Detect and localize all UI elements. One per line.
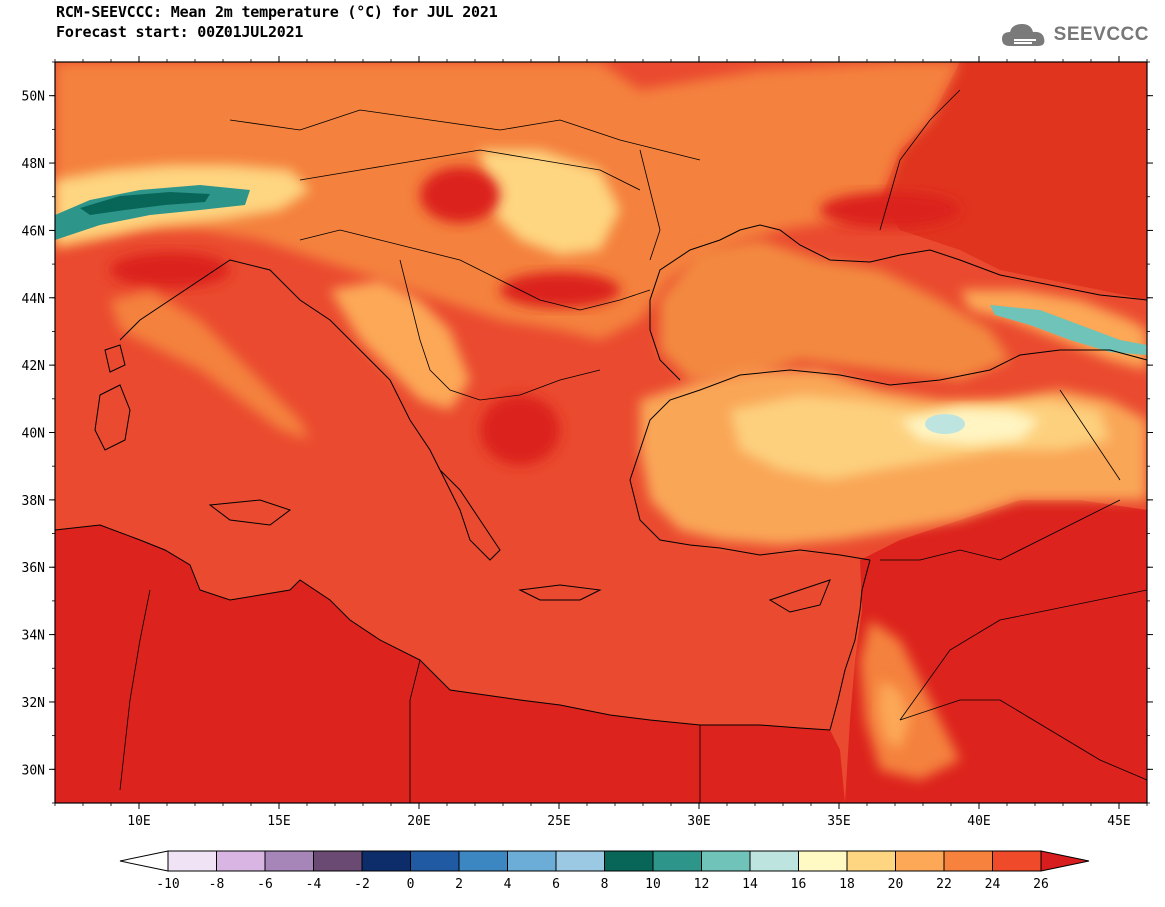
colorbar-swatch bbox=[361, 850, 411, 872]
po-valley-hot bbox=[110, 252, 230, 288]
colorbar-label: 4 bbox=[504, 877, 512, 892]
colorbar-label: 12 bbox=[694, 877, 710, 892]
lat-tick-label: 34N bbox=[22, 629, 45, 644]
lat-tick-label: 36N bbox=[22, 561, 45, 576]
country-borders bbox=[119, 89, 1147, 803]
colorbar: -10 -8 -6 -4 -2 0 2 4 6 8 10 12 14 16 18 20 22 24 26 bbox=[119, 850, 1090, 892]
colorbar-swatch bbox=[313, 850, 363, 872]
colorbar-label: -10 bbox=[156, 877, 179, 892]
alps-band-dark bbox=[80, 192, 210, 215]
map-title: RCM-SEEVCCC: Mean 2m temperature (°C) fo… bbox=[56, 3, 498, 21]
colorbar-label: 20 bbox=[888, 877, 904, 892]
colorbar-swatch bbox=[555, 850, 605, 872]
north-east-land bbox=[880, 62, 1147, 300]
lon-tick-label: 15E bbox=[267, 814, 290, 829]
colorbar-label: 8 bbox=[601, 877, 609, 892]
colorbar-label: 22 bbox=[936, 877, 952, 892]
crimea-hot bbox=[820, 192, 960, 228]
lat-tick-label: 32N bbox=[22, 696, 45, 711]
greece-hot bbox=[480, 395, 560, 465]
lon-tick-label: 35E bbox=[827, 814, 850, 829]
colorbar-label: 14 bbox=[742, 877, 758, 892]
lat-tick-label: 38N bbox=[22, 494, 45, 509]
colorbar-label: 0 bbox=[407, 877, 415, 892]
map-subtitle: Forecast start: 00Z01JUL2021 bbox=[56, 23, 304, 41]
colorbar-swatch bbox=[216, 850, 266, 872]
colorbar-swatch bbox=[507, 850, 557, 872]
colorbar-swatch bbox=[992, 850, 1042, 872]
lat-tick-label: 44N bbox=[22, 292, 45, 307]
latitude-ticks: 30N 32N 34N 36N 38N 40N 42N 44N 46N 48N 50N bbox=[22, 61, 1153, 804]
lon-tick-label: 40E bbox=[967, 814, 990, 829]
cloud-icon bbox=[1001, 24, 1045, 46]
colorbar-label: 2 bbox=[455, 877, 463, 892]
lat-tick-label: 46N bbox=[22, 224, 45, 239]
colorbar-swatch bbox=[846, 850, 896, 872]
longitude-ticks: 10E 15E 20E 25E 30E 35E 40E 45E bbox=[54, 56, 1148, 829]
lon-tick-label: 25E bbox=[547, 814, 570, 829]
pannonia-hot bbox=[420, 167, 500, 223]
colorbar-swatch bbox=[458, 850, 508, 872]
colorbar-label: 18 bbox=[839, 877, 855, 892]
title-block: RCM-SEEVCCC: Mean 2m temperature (°C) fo… bbox=[56, 2, 498, 42]
lat-tick-label: 48N bbox=[22, 157, 45, 172]
lon-tick-label: 10E bbox=[127, 814, 150, 829]
coastlines bbox=[55, 224, 1147, 731]
lon-tick-label: 20E bbox=[407, 814, 430, 829]
colorbar-swatch bbox=[943, 850, 993, 872]
colorbar-swatch bbox=[701, 850, 751, 872]
colorbar-swatch bbox=[264, 850, 314, 872]
levant-lighter bbox=[878, 680, 910, 750]
colorbar-label: 26 bbox=[1033, 877, 1049, 892]
balkan-cool bbox=[330, 280, 470, 410]
caucasus-cold bbox=[990, 305, 1147, 355]
colorbar-label: -4 bbox=[306, 877, 322, 892]
logo-text: SEEVCCC bbox=[1053, 24, 1149, 45]
anatolia-blue-spot bbox=[925, 414, 965, 434]
lat-tick-label: 42N bbox=[22, 359, 45, 374]
colorbar-label: -8 bbox=[209, 877, 225, 892]
lat-tick-label: 50N bbox=[22, 90, 45, 105]
colorbar-label: -2 bbox=[354, 877, 370, 892]
colorbar-swatch bbox=[604, 850, 654, 872]
lat-tick-label: 30N bbox=[22, 763, 45, 778]
map-field bbox=[55, 62, 1147, 803]
colorbar-arrow-high bbox=[1040, 850, 1090, 872]
carpathian-cool bbox=[480, 150, 620, 255]
colorbar-label: 10 bbox=[645, 877, 661, 892]
colorbar-swatch bbox=[749, 850, 799, 872]
seevccc-logo: SEEVCCC bbox=[1000, 20, 1149, 50]
colorbar-swatch bbox=[410, 850, 460, 872]
colorbar-swatch bbox=[895, 850, 945, 872]
danube-hot bbox=[500, 272, 620, 308]
colorbar-label: 16 bbox=[791, 877, 807, 892]
lon-tick-label: 30E bbox=[687, 814, 710, 829]
colorbar-swatch bbox=[652, 850, 702, 872]
colorbar-swatch bbox=[167, 850, 217, 872]
colorbar-arrow-low bbox=[119, 850, 169, 872]
lat-tick-label: 40N bbox=[22, 427, 45, 442]
colorbar-label: 24 bbox=[985, 877, 1001, 892]
north-africa-land bbox=[55, 525, 845, 803]
colorbar-label: 6 bbox=[552, 877, 560, 892]
black-sea-patch bbox=[660, 240, 1010, 380]
lon-tick-label: 45E bbox=[1107, 814, 1130, 829]
colorbar-label: -6 bbox=[257, 877, 273, 892]
colorbar-swatch bbox=[798, 850, 848, 872]
italy-warm bbox=[110, 290, 310, 440]
